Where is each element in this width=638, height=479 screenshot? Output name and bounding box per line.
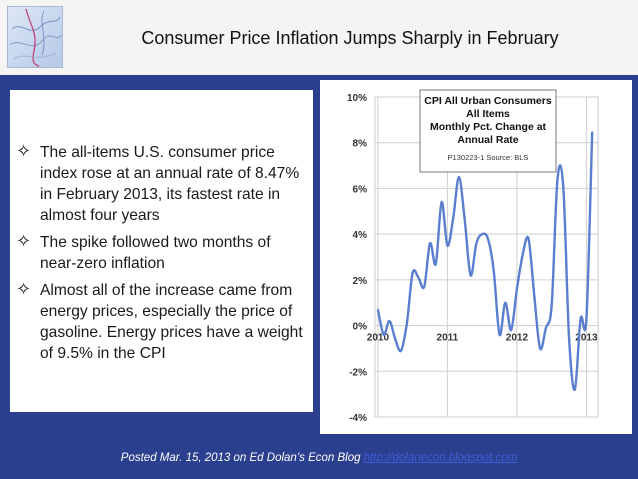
data-point [568, 336, 570, 338]
four-point-star-icon: ✧ [16, 279, 32, 299]
y-tick-label: 8% [353, 139, 368, 150]
data-point [464, 219, 466, 222]
footer-text: Posted Mar. 15, 2013 on Ed Dolan’s Econ … [120, 452, 361, 464]
chart-title-line: CPI All Urban Consumers [424, 95, 552, 107]
slide-header: Consumer Price Inflation Jumps Sharply i… [0, 0, 638, 75]
bullet-text: Almost all of the increase came from ene… [40, 282, 303, 362]
footer: Posted Mar. 15, 2013 on Ed Dolan’s Econ … [0, 452, 638, 464]
footer-link[interactable]: http://dolanecon.blogspot.com [363, 452, 518, 464]
chart-title-box [419, 89, 557, 173]
slide-title: Consumer Price Inflation Jumps Sharply i… [141, 28, 559, 48]
data-point [550, 304, 553, 306]
data-point [510, 329, 512, 331]
data-point [475, 242, 478, 245]
data-point [435, 263, 437, 265]
chart-title-line: Monthly Pct. Change at [430, 121, 547, 133]
chart-title-line: All Items [466, 108, 510, 120]
bullet-text: The spike followed two months of near-ze… [40, 234, 271, 272]
chart-source: P130223-1 Source: BLS [448, 153, 529, 162]
data-point [394, 338, 397, 341]
data-point [458, 176, 460, 178]
data-point [585, 317, 588, 320]
data-point [452, 217, 454, 219]
data-point [504, 301, 507, 304]
data-point [579, 317, 582, 320]
logo [7, 6, 63, 68]
text-panel: ✧ The all-items U.S. consumer price index… [10, 90, 313, 412]
four-point-star-icon: ✧ [16, 231, 32, 251]
data-point [429, 242, 431, 245]
data-point [382, 333, 385, 336]
data-point [539, 347, 541, 350]
x-tick-label: 2011 [437, 333, 459, 344]
data-point [423, 285, 425, 288]
data-point [377, 308, 379, 311]
logo-graphic [9, 8, 62, 67]
data-point [492, 269, 495, 272]
data-point [446, 244, 449, 247]
cpi-line-chart: 10% 8% 6% 4% 2% 0% -2% -4% 2010 2011 2012 2013 CPI A… [347, 89, 599, 424]
data-point [574, 388, 576, 391]
bullet-item: ✧ Almost all of the increase came from en… [10, 279, 310, 364]
data-point [411, 272, 414, 274]
y-tick-label: -4% [349, 413, 367, 424]
data-point [498, 333, 501, 336]
x-tick-label: 2012 [506, 333, 529, 344]
chart-title-line: Annual Rate [457, 134, 518, 146]
data-point [487, 237, 489, 240]
y-tick-label: 4% [353, 230, 368, 241]
y-tick-label: 10% [347, 93, 367, 104]
data-point [591, 131, 593, 133]
y-tick-label: 0% [353, 322, 368, 333]
y-tick-label: 6% [353, 184, 368, 195]
data-point [556, 178, 559, 181]
x-tick-label: 2010 [367, 333, 390, 344]
chart-panel: 10% 8% 6% 4% 2% 0% -2% -4% 2010 2011 2012 2013 CPI A… [320, 80, 632, 434]
y-tick-label: -2% [349, 367, 367, 378]
data-point [516, 288, 518, 290]
data-point [533, 295, 536, 297]
bullet-item: ✧ The spike followed two months of near-z… [10, 231, 310, 274]
y-tick-label: 2% [353, 276, 368, 287]
bullet-list: ✧ The all-items U.S. consumer price index… [10, 141, 310, 370]
data-point [388, 320, 391, 322]
x-tick-label: 2013 [575, 333, 598, 344]
bullet-text: The all-items U.S. consumer price index … [40, 144, 300, 224]
data-point [521, 253, 524, 256]
data-point [545, 327, 547, 329]
four-point-star-icon: ✧ [16, 141, 32, 161]
data-point [400, 349, 402, 352]
data-point [417, 276, 420, 279]
data-point [406, 322, 408, 325]
data-point [527, 237, 530, 240]
data-point [481, 233, 483, 235]
bullet-item: ✧ The all-items U.S. consumer price index… [10, 141, 310, 226]
data-point [562, 185, 564, 187]
data-point [440, 201, 443, 203]
data-point [469, 274, 472, 277]
